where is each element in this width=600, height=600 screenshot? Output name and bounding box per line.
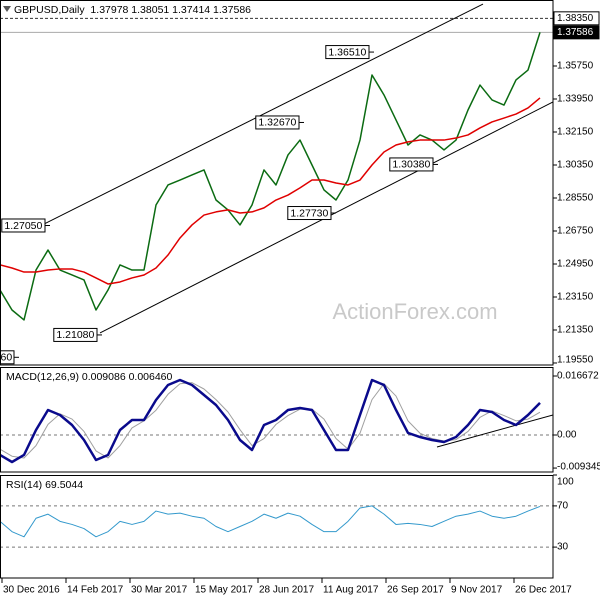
series-line	[0, 505, 541, 538]
price-box	[553, 25, 600, 40]
annotation-box	[389, 157, 434, 172]
annotation-box	[287, 206, 332, 221]
collapse-icon	[3, 6, 11, 12]
panel-title: GBPUSD,Daily 1.37978 1.38051 1.37414 1.3…	[14, 4, 251, 16]
y-tick-label: 1.30350	[557, 160, 594, 171]
panel	[0, 378, 553, 464]
y-tick-label: 1.35750	[557, 61, 594, 72]
y-tick-label: 1.21350	[557, 325, 594, 336]
x-tick-label: 26 Dec 2017	[515, 585, 572, 596]
annotation-label: 1.27050	[4, 220, 42, 232]
panel-frame	[0, 475, 554, 579]
annotation-box	[0, 350, 15, 365]
y-tick-label: 1.23150	[557, 292, 594, 303]
annotation-box	[53, 327, 98, 342]
x-tick-label: 11 Aug 2017	[323, 585, 379, 596]
trendline	[436, 414, 553, 448]
y-tick-label: 1.28550	[557, 193, 594, 204]
x-tick-label: 15 May 2017	[195, 585, 253, 596]
y-tick-label: -0.009345	[557, 462, 600, 473]
y-tick-label: 70	[557, 501, 569, 512]
annotation-box	[325, 45, 370, 60]
watermark: ActionForex.com	[332, 299, 497, 324]
annotation-label: 1.27730	[290, 207, 328, 219]
annotation-label: 1.32670	[258, 117, 296, 129]
x-tick-label: 26 Sep 2017	[387, 585, 444, 596]
y-tick-label: 1.32150	[557, 127, 594, 138]
price-box	[553, 11, 600, 26]
y-tick-label: 1.24950	[557, 259, 594, 270]
price-label: 1.37586	[557, 27, 594, 38]
annotation-box	[1, 218, 46, 233]
x-tick-label: 9 Nov 2017	[451, 585, 503, 596]
y-tick-label: 0.016672	[557, 371, 599, 382]
series-line	[0, 378, 541, 464]
annotation-label: 1.30380	[392, 159, 430, 171]
annotation-label: 1.36510	[328, 46, 366, 58]
price-label: 1.38350	[557, 13, 594, 24]
y-tick-label: 1.33950	[557, 94, 594, 105]
series-line	[0, 97, 541, 285]
y-tick-label: 30	[557, 542, 569, 553]
annotation-label: 1.21080	[56, 329, 94, 341]
x-tick-label: 30 Dec 2016	[3, 585, 60, 596]
x-tick-label: 14 Feb 2017	[67, 585, 124, 596]
panel-frame	[0, 367, 554, 473]
x-tick-label: 30 Mar 2017	[131, 585, 188, 596]
y-tick-label: 0.00	[557, 430, 577, 441]
y-tick-label: 1.26750	[557, 226, 594, 237]
panel: ActionForex.com 1.27050 1.21080 60 1.32670 1.…	[0, 3, 553, 365]
y-tick-label: 100	[557, 477, 574, 488]
panel-title: RSI(14) 69.5044	[6, 479, 83, 491]
series-line	[0, 32, 541, 321]
panel	[0, 505, 553, 548]
x-tick-label: 28 Jun 2017	[259, 585, 314, 596]
panel-frame	[0, 0, 554, 366]
trendline	[39, 3, 484, 227]
annotation-box	[255, 115, 300, 130]
panel-title: MACD(12,26,9) 0.009086 0.006460	[6, 371, 173, 383]
annotation-label: 60	[1, 352, 13, 364]
y-tick-label: 1.19550	[557, 355, 594, 366]
